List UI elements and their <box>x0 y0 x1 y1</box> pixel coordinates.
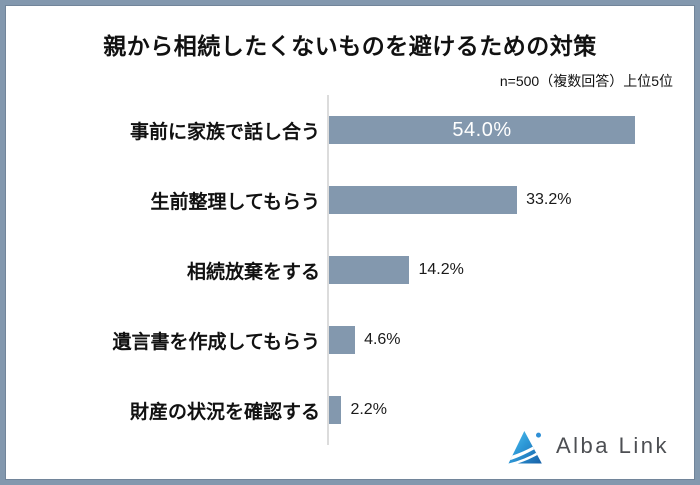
bar-area: 2.2% <box>327 375 695 445</box>
chart-row: 遺言書を作成してもらう 4.6% <box>5 305 695 375</box>
bar <box>329 326 356 354</box>
value-label: 54.0% <box>452 118 512 141</box>
value-label: 33.2% <box>526 191 572 208</box>
bar: 54.0% <box>329 116 635 144</box>
chart-title: 親から相続したくないものを避けるための対策 <box>103 33 597 59</box>
brand-logo: Alba Link <box>506 426 669 466</box>
sample-size-note: n=500（複数回答）上位5位 <box>499 73 673 89</box>
category-label: 相続放棄をする <box>186 261 320 283</box>
value-label: 14.2% <box>418 261 464 278</box>
value-label: 2.2% <box>350 401 387 418</box>
bar-area: 54.0% <box>327 95 695 165</box>
category-label: 財産の状況を確認する <box>129 401 320 423</box>
bar-area: 14.2% <box>327 235 695 305</box>
chart-row: 財産の状況を確認する 2.2% <box>5 375 695 445</box>
category-label: 事前に家族で話し合う <box>129 121 320 143</box>
chart-row: 相続放棄をする 14.2% <box>5 235 695 305</box>
bar-area: 4.6% <box>327 305 695 375</box>
bar-chart: 事前に家族で話し合う 54.0% 生前整理してもらう 33.2% 相続放棄をする 14.2… <box>5 95 695 445</box>
chart-row: 事前に家族で話し合う 54.0% <box>5 95 695 165</box>
bar <box>329 186 518 214</box>
bar <box>329 396 342 424</box>
alba-link-logo-icon <box>508 431 542 464</box>
bar-area: 33.2% <box>327 165 695 235</box>
category-label: 遺言書を作成してもらう <box>112 331 320 353</box>
chart-row: 生前整理してもらう 33.2% <box>5 165 695 235</box>
value-label: 4.6% <box>364 331 401 348</box>
alba-link-logo-text: Alba Link <box>555 433 669 458</box>
category-label: 生前整理してもらう <box>150 191 320 213</box>
bar <box>329 256 410 284</box>
